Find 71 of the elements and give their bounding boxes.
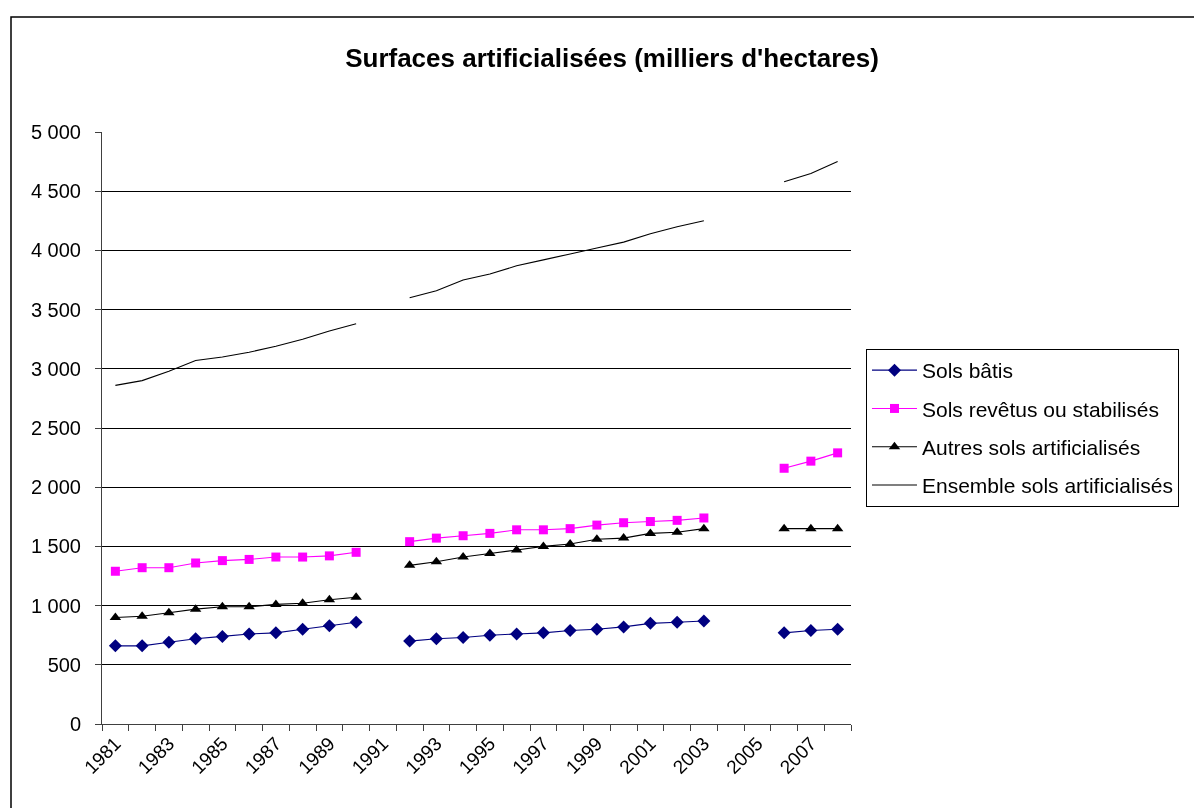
point <box>698 523 710 532</box>
point <box>242 627 256 641</box>
point <box>431 533 441 543</box>
point <box>590 622 604 636</box>
point <box>645 517 655 527</box>
point <box>777 626 791 640</box>
chart-title: Surfaces artificialisées (milliers d'hectares) <box>345 43 879 74</box>
y-tick-label: 0 <box>69 713 81 735</box>
point <box>429 632 443 646</box>
y-tick-label: 3 000 <box>30 357 81 380</box>
y-tick-label: 4 500 <box>30 180 81 203</box>
y-tick-label: 2 000 <box>30 476 81 499</box>
point <box>351 547 361 557</box>
legend-label: Sols bâtis <box>921 359 1014 383</box>
point <box>137 563 147 573</box>
point <box>162 635 176 649</box>
point <box>563 623 577 637</box>
point <box>135 639 149 653</box>
point <box>643 616 657 630</box>
point <box>296 622 310 636</box>
legend-label: Ensemble sols artificialisés <box>921 474 1173 498</box>
point <box>510 627 524 641</box>
point <box>619 518 629 528</box>
point <box>779 463 789 473</box>
point <box>778 523 790 532</box>
point <box>405 537 415 547</box>
point <box>617 620 631 634</box>
point <box>831 622 845 636</box>
point <box>349 615 363 629</box>
point <box>108 639 122 653</box>
point <box>512 525 522 535</box>
y-tick-label: 1 500 <box>30 535 81 558</box>
point <box>697 614 711 628</box>
point <box>592 520 602 530</box>
point <box>538 525 548 535</box>
point <box>672 515 682 525</box>
point <box>110 566 120 576</box>
point <box>189 632 203 646</box>
point <box>565 524 575 534</box>
point <box>403 634 417 648</box>
point <box>324 551 334 561</box>
point <box>806 456 816 466</box>
point <box>833 448 843 458</box>
point <box>271 552 281 562</box>
point <box>483 628 497 642</box>
point <box>269 626 283 640</box>
y-tick-label: 1 000 <box>30 594 81 617</box>
point <box>804 623 818 637</box>
point <box>217 556 227 566</box>
point <box>805 523 817 532</box>
point <box>670 615 684 629</box>
point <box>298 552 308 562</box>
legend-label: Autres sols artificialisés <box>921 435 1141 459</box>
point <box>456 631 470 645</box>
point <box>243 601 255 610</box>
point <box>244 554 254 564</box>
point <box>458 531 468 541</box>
point <box>699 513 709 523</box>
point <box>536 626 550 640</box>
point <box>215 629 229 643</box>
legend-label: Sols revêtus ou stabilisés <box>921 397 1159 421</box>
y-tick-label: 3 500 <box>30 298 81 321</box>
y-tick-label: 4 000 <box>30 239 81 262</box>
point <box>191 558 201 568</box>
point <box>164 563 174 573</box>
y-tick-label: 500 <box>47 653 81 676</box>
point <box>322 619 336 633</box>
y-tick-label: 2 500 <box>30 417 81 439</box>
y-tick-label: 5 000 <box>30 121 81 143</box>
point <box>485 528 495 538</box>
point <box>163 607 175 616</box>
